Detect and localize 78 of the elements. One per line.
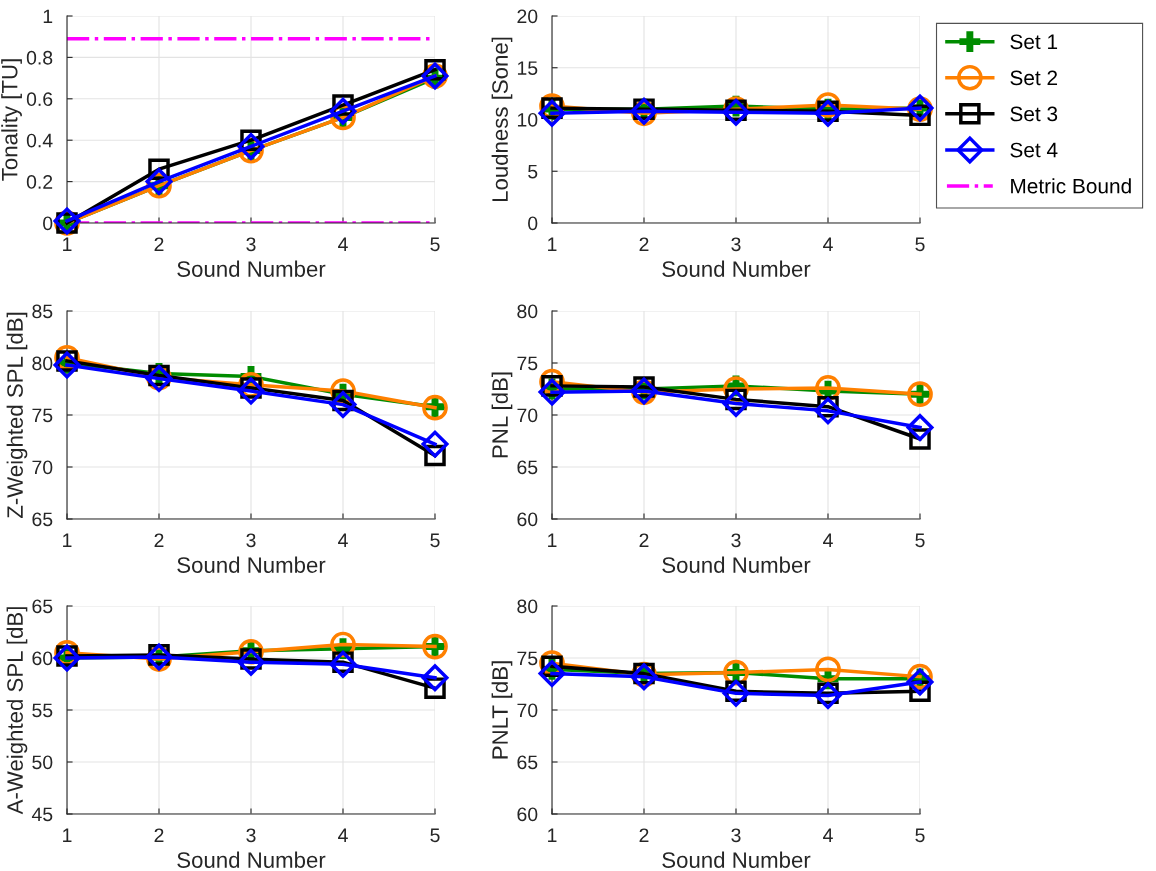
x-tick-label: 3 <box>731 828 741 843</box>
y-axis-title: Z-Weighted SPL [dB] <box>6 312 28 519</box>
y-axis-title: PNLT [dB] <box>491 661 513 759</box>
y-tick-label: 0.6 <box>26 92 53 107</box>
legend-label: Set 4 <box>1010 142 1058 158</box>
y-tick-label: 70 <box>517 703 538 718</box>
y-tick-label: 0 <box>528 216 538 231</box>
x-tick-label: 5 <box>430 828 440 843</box>
x-tick-label: 4 <box>823 237 833 251</box>
y-tick-label: 65 <box>32 512 53 527</box>
legend-label: Set 2 <box>1010 70 1058 86</box>
y-tick-label: 15 <box>517 61 538 75</box>
y-tick-label: 70 <box>517 408 538 423</box>
y-tick-label: 65 <box>517 460 538 475</box>
y-tick-label: 60 <box>32 651 53 666</box>
y-tick-label: 60 <box>517 512 538 527</box>
y-axis-title: A-Weighted SPL [dB] <box>6 607 28 815</box>
y-tick-label: 85 <box>32 304 53 319</box>
y-tick-label: 80 <box>517 599 538 614</box>
x-tick-label: 3 <box>731 237 741 252</box>
x-tick-label: 2 <box>639 828 649 842</box>
y-axis-title: Loudness [Sone] <box>491 37 513 202</box>
x-axis-title: Sound Number <box>662 851 811 868</box>
x-tick-label: 4 <box>338 533 348 547</box>
x-axis-title: Sound Number <box>177 851 326 868</box>
y-tick-label: 60 <box>517 807 538 822</box>
x-tick-label: 1 <box>548 237 557 251</box>
y-tick-label: 50 <box>32 755 53 770</box>
y-tick-label: 0.2 <box>26 175 53 189</box>
x-tick-label: 2 <box>154 828 164 842</box>
x-tick-label: 4 <box>823 533 833 547</box>
y-tick-label: 80 <box>517 304 538 319</box>
x-tick-label: 5 <box>430 237 440 252</box>
y-axis-title: PNL [dB] <box>491 372 513 458</box>
x-tick-label: 3 <box>246 237 256 252</box>
y-tick-label: 0 <box>43 216 53 231</box>
x-tick-label: 3 <box>246 828 256 843</box>
y-tick-label: 55 <box>32 703 53 718</box>
x-tick-label: 5 <box>915 828 925 843</box>
x-tick-label: 2 <box>154 533 164 547</box>
y-tick-label: 45 <box>31 807 53 822</box>
y-tick-label: 80 <box>32 356 53 371</box>
x-tick-label: 4 <box>338 828 348 842</box>
y-tick-label: 20 <box>517 9 538 24</box>
y-tick-label: 0.4 <box>26 133 53 148</box>
x-axis-title: Sound Number <box>662 556 811 573</box>
y-tick-label: 1 <box>43 9 53 24</box>
y-tick-label: 10 <box>517 112 538 127</box>
x-axis-title: Sound Number <box>662 260 811 277</box>
y-tick-label: 75 <box>517 356 538 371</box>
legend-label: Set 1 <box>1010 34 1058 50</box>
x-tick-label: 5 <box>430 533 440 548</box>
legend-label: Set 3 <box>1010 106 1058 122</box>
x-tick-label: 1 <box>63 828 72 842</box>
legend-label: Metric Bound <box>1011 178 1131 194</box>
y-tick-label: 0.8 <box>26 50 53 65</box>
x-tick-label: 2 <box>639 533 649 547</box>
y-tick-label: 5 <box>528 164 538 179</box>
y-tick-label: 65 <box>32 599 53 614</box>
x-tick-label: 2 <box>639 237 649 251</box>
x-tick-label: 1 <box>548 828 557 842</box>
x-tick-label: 3 <box>246 533 256 548</box>
y-tick-label: 65 <box>517 755 538 770</box>
y-axis-title: Tonality [TU] <box>1 59 22 181</box>
x-tick-label: 4 <box>338 237 348 251</box>
x-tick-label: 5 <box>915 237 925 252</box>
x-tick-label: 1 <box>63 237 72 251</box>
x-tick-label: 5 <box>915 533 925 548</box>
y-tick-label: 75 <box>517 651 538 666</box>
x-axis-title: Sound Number <box>177 260 326 277</box>
x-tick-label: 1 <box>548 533 557 547</box>
y-tick-label: 75 <box>32 408 53 423</box>
x-tick-label: 1 <box>63 533 72 547</box>
y-tick-label: 70 <box>32 460 53 475</box>
x-tick-label: 4 <box>823 828 833 842</box>
x-tick-label: 2 <box>154 237 164 251</box>
x-tick-label: 3 <box>731 533 741 548</box>
x-axis-title: Sound Number <box>177 556 326 573</box>
